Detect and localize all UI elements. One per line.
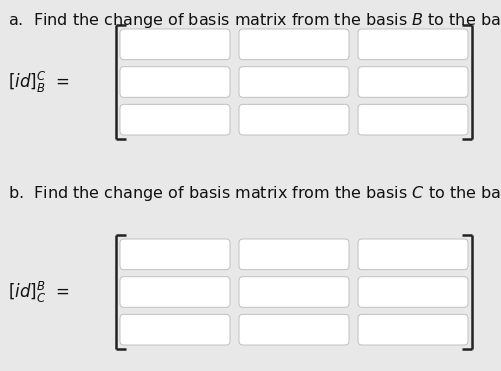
FancyBboxPatch shape	[239, 67, 349, 97]
FancyBboxPatch shape	[120, 239, 230, 270]
FancyBboxPatch shape	[358, 29, 468, 60]
FancyBboxPatch shape	[358, 67, 468, 97]
Text: a.  Find the change of basis matrix from the basis $\mathit{B}$ to the basis $\m: a. Find the change of basis matrix from …	[8, 11, 501, 30]
FancyBboxPatch shape	[120, 67, 230, 97]
FancyBboxPatch shape	[239, 277, 349, 307]
FancyBboxPatch shape	[120, 29, 230, 60]
FancyBboxPatch shape	[120, 277, 230, 307]
Text: $[id]_B^C$  =: $[id]_B^C$ =	[8, 69, 70, 95]
Text: b.  Find the change of basis matrix from the basis $\mathit{C}$ to the basis $\m: b. Find the change of basis matrix from …	[8, 184, 501, 203]
FancyBboxPatch shape	[358, 314, 468, 345]
FancyBboxPatch shape	[239, 29, 349, 60]
FancyBboxPatch shape	[120, 314, 230, 345]
Text: $[id]_C^B$  =: $[id]_C^B$ =	[8, 279, 70, 305]
FancyBboxPatch shape	[239, 314, 349, 345]
FancyBboxPatch shape	[239, 239, 349, 270]
FancyBboxPatch shape	[358, 104, 468, 135]
FancyBboxPatch shape	[358, 239, 468, 270]
FancyBboxPatch shape	[120, 104, 230, 135]
FancyBboxPatch shape	[358, 277, 468, 307]
FancyBboxPatch shape	[239, 104, 349, 135]
